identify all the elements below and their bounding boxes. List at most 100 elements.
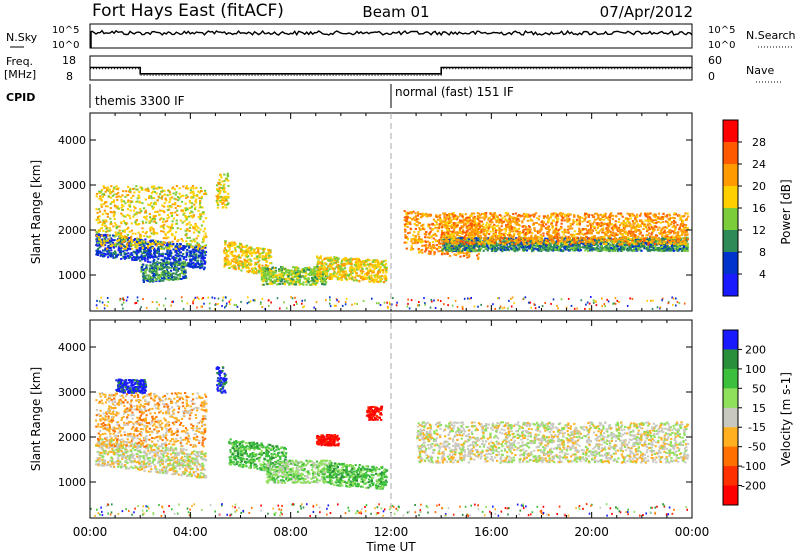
scatter-cell: [120, 232, 123, 235]
scatter-cell: [541, 247, 544, 250]
scatter-cell: [431, 241, 435, 243]
scatter-cell: [625, 249, 629, 251]
scatter-cell: [143, 251, 146, 254]
scatter-cell: [293, 283, 296, 286]
scatter-cell: [379, 276, 382, 279]
scatter-cell: [124, 253, 127, 256]
scatter-cell: [195, 237, 198, 240]
scatter-cell: [151, 267, 154, 270]
scatter-cell: [258, 255, 261, 258]
scatter-cell: [445, 235, 448, 238]
scatter-cell: [362, 270, 365, 273]
scatter-cell: [242, 252, 245, 255]
scatter-cell: [145, 218, 148, 221]
scatter-cell: [97, 253, 100, 255]
scatter-cell: [263, 247, 266, 250]
scatter-cell: [340, 267, 343, 270]
scatter-cell: [246, 256, 249, 259]
scatter-cell: [287, 272, 290, 275]
scatter-cell: [633, 238, 636, 241]
scatter-cell: [245, 251, 248, 254]
scatter-cell: [197, 263, 200, 266]
scatter-cell: [104, 247, 107, 250]
scatter-cell: [183, 273, 186, 276]
scatter-cell: [138, 241, 141, 244]
scatter-cell: [223, 264, 227, 267]
scatter-cell: [370, 263, 373, 266]
scatter-cell: [188, 265, 191, 268]
scatter-cell: [98, 215, 101, 218]
scatter-cell: [114, 251, 117, 254]
scatter-cell: [468, 249, 471, 252]
scatter-cell: [406, 212, 409, 215]
scatter-cell: [122, 250, 125, 253]
scatter-cell: [349, 266, 352, 269]
scatter-cell: [369, 268, 372, 271]
scatter-cell: [202, 246, 205, 249]
scatter-cell: [424, 250, 427, 253]
scatter-cell: [249, 249, 252, 252]
scatter-cell: [376, 280, 379, 283]
scatter-cell: [126, 239, 130, 242]
cpid-segment-2: normal (fast) 151 IF: [395, 85, 514, 99]
scatter-cell: [202, 249, 205, 252]
scatter-cell: [121, 237, 124, 240]
scatter-cell: [506, 245, 510, 248]
scatter-cell: [196, 261, 199, 264]
scatter-cell: [115, 224, 118, 226]
scatter-cell: [188, 221, 191, 224]
scatter-cell: [362, 278, 366, 280]
scatter-cell: [184, 271, 187, 274]
scatter-cell: [147, 190, 150, 192]
scatter-cell: [431, 246, 434, 249]
scatter-cell: [156, 210, 159, 213]
scatter-cell: [110, 222, 113, 225]
scatter-cell: [169, 205, 172, 208]
scatter-cell: [320, 267, 323, 270]
scatter-cell: [239, 242, 242, 245]
scatter-cell: [374, 261, 377, 264]
scatter-cell: [325, 263, 328, 266]
scatter-cell: [149, 261, 152, 264]
scatter-cell: [421, 244, 424, 247]
scatter-cell: [131, 247, 134, 250]
scatter-cell: [261, 267, 264, 270]
scatter-cell: [152, 218, 155, 221]
scatter-cell: [326, 256, 329, 259]
scatter-cell: [192, 215, 195, 218]
scatter-cell: [544, 244, 547, 247]
scatter-cell: [322, 267, 325, 270]
scatter-cell: [164, 253, 167, 255]
scatter-cell: [351, 277, 354, 280]
scatter-cell: [265, 279, 268, 281]
scatter-cell: [160, 197, 163, 200]
scatter-cell: [161, 204, 164, 207]
scatter-cell: [189, 191, 192, 194]
scatter-cell: [112, 215, 115, 218]
scatter-cell: [268, 276, 271, 279]
scatter-cell: [234, 256, 237, 258]
scatter-cell: [99, 195, 102, 198]
scatter-cell: [120, 212, 123, 215]
scatter-cell: [261, 258, 265, 261]
scatter-cell: [322, 271, 325, 274]
scatter-cell: [266, 283, 269, 286]
scatter-cell: [296, 281, 299, 283]
scatter-cell: [638, 242, 641, 245]
scatter-cell: [313, 269, 317, 272]
scatter-cell: [643, 245, 646, 248]
scatter-cell: [150, 280, 153, 283]
scatter-cell: [180, 209, 183, 212]
scatter-cell: [274, 274, 277, 277]
scatter-cell: [116, 198, 119, 201]
scatter-cell: [112, 225, 115, 228]
scatter-cell: [191, 185, 194, 187]
scatter-cell: [118, 248, 121, 251]
scatter-cell: [473, 245, 476, 248]
scatter-cell: [145, 189, 148, 192]
scatter-cell: [199, 266, 202, 269]
scatter-cell: [157, 195, 160, 198]
scatter-cell: [540, 250, 543, 252]
scatter-cell: [188, 264, 191, 266]
scatter-cell: [311, 276, 314, 279]
